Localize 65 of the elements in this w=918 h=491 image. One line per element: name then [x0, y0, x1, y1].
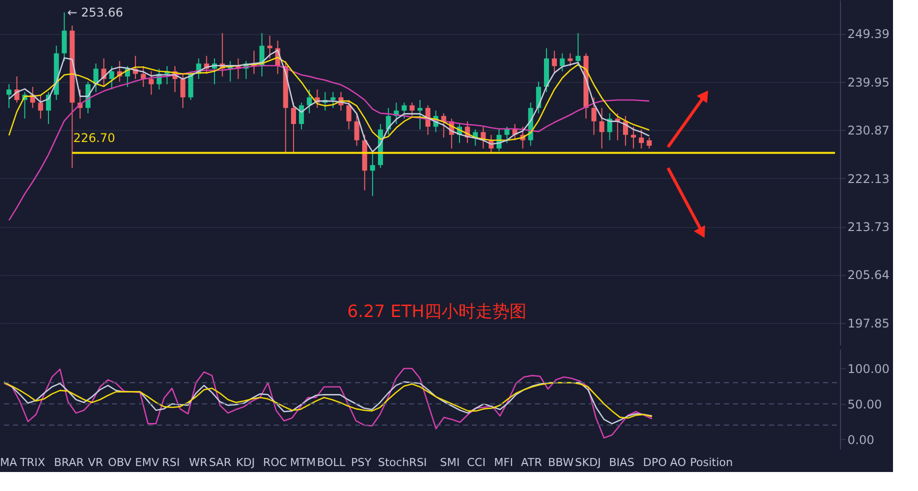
y-tick-label: 50.00: [848, 397, 882, 412]
text: PSY: [351, 456, 372, 469]
text: EMV: [135, 456, 160, 469]
text: 6.27 ETH四小时走势图: [347, 302, 526, 322]
candlestick: [330, 92, 336, 108]
candlestick: [504, 126, 510, 144]
candlestick: [599, 107, 604, 149]
text: BOLL: [317, 456, 346, 469]
candlestick: [306, 88, 312, 114]
text: CCI: [467, 456, 486, 469]
text: MTM: [290, 456, 316, 469]
annotation: ← 253.66: [67, 5, 124, 20]
candlestick: [576, 32, 581, 67]
candlestick: [62, 12, 67, 62]
text: BIAS: [609, 456, 634, 469]
y-tick-label: 100.00: [848, 362, 890, 376]
text: VR: [88, 456, 104, 469]
candlestick: [38, 94, 44, 120]
candlestick: [418, 100, 422, 130]
text: RSI: [162, 456, 180, 469]
text: ROC: [263, 456, 288, 469]
y-tick-label: 0.00: [848, 432, 874, 447]
text: SMI: [440, 456, 460, 469]
candlestick: [267, 35, 272, 59]
y-tick-label: 205.64: [848, 268, 890, 282]
candlestick: [6, 84, 12, 108]
text: SAR: [209, 456, 232, 469]
candlestick: [552, 50, 557, 74]
text: KDJ: [236, 456, 255, 469]
text: WR: [189, 456, 208, 469]
candlestick: [630, 126, 636, 149]
candlestick: [638, 128, 644, 149]
ref-line-label: 226.70: [73, 130, 116, 145]
y-tick-label: 222.13: [848, 172, 890, 186]
candlestick: [298, 102, 304, 130]
text: ATR: [521, 456, 542, 469]
candlestick: [402, 102, 407, 120]
candlestick: [591, 96, 596, 136]
candlestick: [180, 73, 186, 108]
text: BBW: [548, 456, 574, 469]
y-tick-label: 197.85: [848, 316, 890, 331]
text: TRIX: [19, 456, 46, 469]
candlestick: [560, 52, 565, 72]
text: MFI: [494, 456, 514, 469]
y-tick-label: 230.87: [848, 124, 890, 138]
candlestick: [109, 66, 114, 90]
candlestick: [410, 102, 415, 116]
candlestick: [568, 52, 573, 67]
text: Position: [690, 456, 733, 469]
y-tick-label: 213.73: [848, 220, 890, 234]
candlestick: [386, 107, 391, 136]
y-tick-label: 249.39: [848, 27, 890, 42]
candlestick: [646, 137, 652, 149]
line-series: [3, 368, 653, 438]
candlestick: [346, 100, 352, 130]
text: StochRSI: [378, 456, 427, 469]
text: DPO: [643, 456, 668, 469]
y-tick-label: 239.95: [848, 75, 890, 90]
text: SKDJ: [575, 456, 601, 469]
text: OBV: [108, 456, 132, 469]
candlestick: [291, 102, 296, 153]
candlestick: [148, 70, 154, 96]
text: BRAR: [54, 456, 84, 469]
text: MA: [0, 456, 18, 469]
text: AO: [670, 456, 686, 469]
